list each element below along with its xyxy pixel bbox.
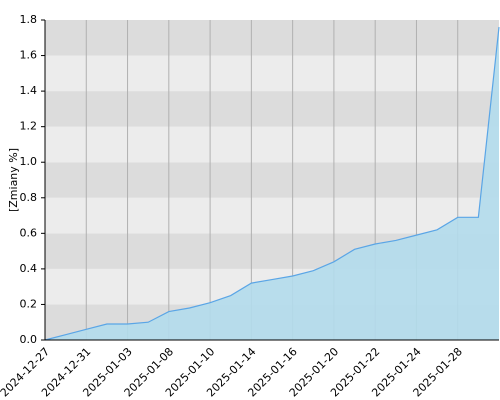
area — [45, 27, 499, 340]
y-tick-label: 1.6 — [20, 49, 38, 62]
grid-band — [45, 126, 499, 163]
y-tick-label: 0.0 — [20, 333, 38, 346]
grid-band — [45, 91, 499, 127]
y-tick-label: 1.0 — [20, 155, 38, 168]
line — [44, 27, 500, 341]
grid-band — [45, 162, 499, 198]
y-axis-label: [Zmiany %] — [7, 148, 20, 212]
grid-band — [45, 55, 499, 92]
grid-band — [45, 20, 499, 56]
y-tick-label: 0.4 — [20, 262, 38, 275]
grid-band — [45, 197, 499, 234]
y-tick-label: 1.2 — [20, 120, 38, 133]
y-tick-label: 0.2 — [20, 297, 38, 310]
y-tick-label: 1.4 — [20, 84, 38, 97]
y-tick-label: 1.8 — [20, 13, 38, 26]
y-tick-label: 0.6 — [20, 226, 38, 239]
y-tick-label: 0.8 — [20, 191, 38, 204]
